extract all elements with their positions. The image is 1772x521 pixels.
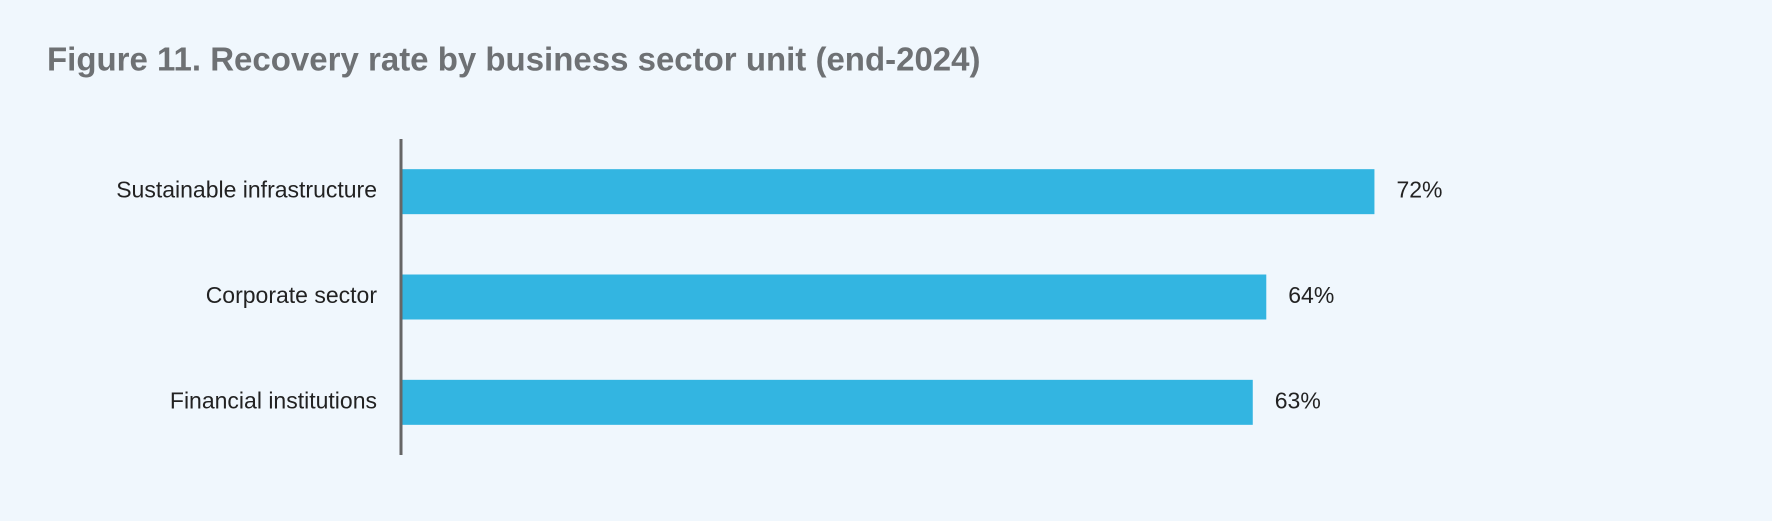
category-label: Corporate sector	[206, 282, 378, 308]
category-label: Sustainable infrastructure	[116, 177, 377, 203]
bar	[401, 169, 1375, 215]
value-label: 63%	[1275, 387, 1321, 413]
bar	[401, 274, 1267, 320]
value-label: 64%	[1288, 282, 1334, 308]
chart-title: Figure 11. Recovery rate by business sec…	[47, 41, 981, 78]
bar	[401, 379, 1253, 425]
value-label: 72%	[1396, 177, 1442, 203]
category-label: Financial institutions	[170, 387, 377, 413]
